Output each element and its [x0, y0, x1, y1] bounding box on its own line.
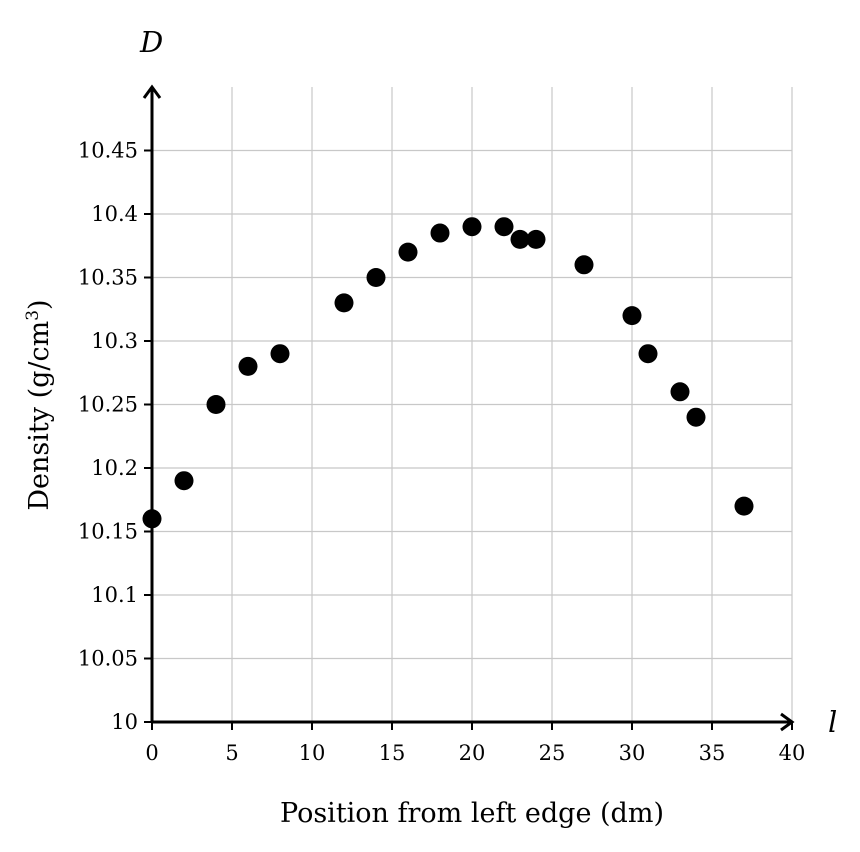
x-tick-label: 25: [539, 741, 566, 765]
data-point: [206, 395, 226, 414]
y-tick-label: 10.15: [78, 520, 138, 544]
x-axis-title: Position from left edge (dm): [280, 798, 664, 829]
data-point: [638, 344, 658, 364]
x-tick-label: 20: [459, 741, 486, 765]
y-variable-label: D: [139, 25, 163, 59]
ticks-layer: 0 5 10 15 20 25 30 35 40 10 10.05 10.1 10.15 10.2 10.2…: [78, 139, 805, 766]
data-point: [526, 229, 546, 249]
data-point: [686, 407, 706, 427]
y-axis-title-suffix: ): [24, 299, 55, 310]
data-point: [334, 293, 354, 313]
y-axis-title-main: Density (g/cm: [24, 321, 55, 511]
y-tick-label: 10.45: [78, 139, 138, 163]
grid-layer: [152, 87, 793, 722]
y-tick-label: 10.35: [78, 266, 138, 290]
data-point: [174, 471, 194, 491]
points-layer: [142, 217, 754, 529]
x-tick-label: 35: [699, 741, 726, 765]
x-tick-label: 0: [145, 741, 158, 765]
data-point: [238, 356, 258, 376]
y-tick-label: 10.1: [91, 583, 138, 607]
data-point: [734, 496, 754, 516]
y-axis-title: Density (g/cm3): [23, 299, 55, 510]
y-tick-label: 10: [111, 710, 138, 734]
x-variable-label: l: [828, 705, 837, 739]
y-tick-label: 10.3: [91, 329, 138, 353]
data-point: [142, 509, 162, 529]
x-tick-label: 15: [379, 741, 406, 765]
data-point: [670, 382, 690, 402]
y-tick-label: 10.2: [91, 456, 138, 480]
data-point: [398, 242, 418, 262]
data-point: [462, 217, 482, 237]
data-point: [366, 268, 386, 287]
data-point: [622, 306, 642, 326]
data-point: [510, 229, 530, 249]
data-point: [494, 217, 514, 237]
data-point: [270, 344, 290, 364]
y-tick-label: 10.05: [78, 647, 138, 671]
x-tick-label: 10: [299, 741, 326, 765]
x-tick-label: 30: [619, 741, 646, 765]
y-axis-title-superscript: 3: [23, 310, 43, 321]
x-tick-label: 5: [225, 741, 238, 765]
data-point: [574, 255, 594, 275]
y-axis-arrowhead: [142, 84, 162, 99]
y-tick-label: 10.25: [78, 393, 138, 417]
x-tick-label: 40: [779, 741, 806, 765]
y-tick-label: 10.4: [91, 202, 138, 226]
data-point: [430, 223, 450, 243]
